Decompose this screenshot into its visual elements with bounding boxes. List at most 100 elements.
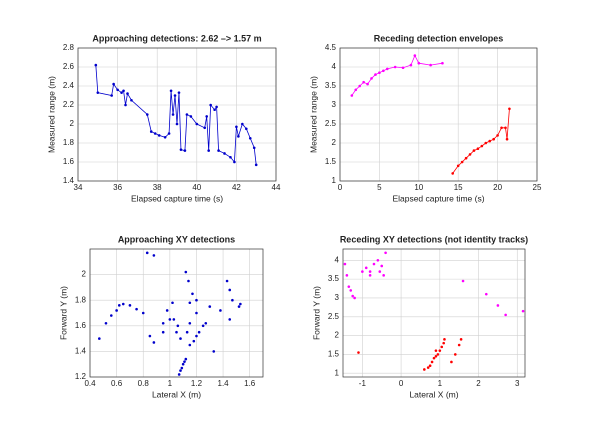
- x-tick-label: 0: [399, 379, 404, 388]
- data-point: [207, 149, 210, 152]
- y-tick-label: 2: [82, 270, 87, 279]
- scatter-point: [504, 313, 507, 317]
- data-point: [116, 88, 119, 92]
- x-tick-label: 0.8: [138, 379, 150, 388]
- scatter-point: [183, 360, 186, 363]
- scatter-point: [141, 311, 145, 315]
- scatter-point: [357, 351, 360, 354]
- scatter-point: [225, 279, 229, 283]
- data-point: [122, 89, 125, 93]
- x-tick-label: -1: [359, 379, 367, 388]
- data-point: [413, 54, 417, 57]
- data-point: [96, 91, 100, 94]
- data-point: [484, 141, 488, 145]
- scatter-point: [430, 360, 434, 364]
- x-tick-label: 2: [476, 379, 481, 388]
- data-point: [374, 73, 377, 76]
- scatter-point: [188, 301, 192, 305]
- y-tick-label: 2.4: [63, 81, 75, 90]
- data-point: [126, 92, 129, 95]
- scatter-point: [176, 324, 180, 328]
- scatter-point: [347, 285, 351, 288]
- y-tick-label: 2.6: [63, 62, 75, 71]
- x-tick-label: 25: [533, 183, 542, 192]
- scatter-point: [239, 302, 242, 306]
- scatter-point: [172, 318, 176, 321]
- data-point: [370, 77, 373, 80]
- y-tick-label: 1: [335, 368, 340, 377]
- plot-area: [78, 48, 276, 181]
- scatter-point: [436, 353, 440, 356]
- scatter-point: [192, 339, 196, 343]
- scatter-point: [521, 309, 525, 313]
- scatter-point: [188, 321, 192, 325]
- data-point: [492, 137, 495, 141]
- data-point: [350, 94, 354, 97]
- scatter-point: [438, 349, 442, 352]
- scatter-point: [204, 321, 208, 325]
- x-axis-label: Elapsed capture time (s): [392, 193, 484, 203]
- scatter-point: [453, 353, 457, 356]
- scatter-point: [208, 305, 212, 308]
- data-point: [175, 122, 179, 126]
- subplot: 0.4 0.6 0.8 1 1.2 1.4 1.6 1.2 1.4 1.6 1.8 2 Approach…: [58, 234, 264, 399]
- axes-frame: [89, 248, 264, 378]
- x-tick-label: 42: [232, 183, 241, 192]
- data-point: [110, 94, 113, 97]
- data-point: [460, 160, 464, 164]
- data-point: [508, 107, 511, 111]
- scatter-point: [148, 334, 152, 338]
- data-point: [382, 69, 385, 73]
- scatter-point: [361, 270, 364, 273]
- scatter-point: [372, 262, 376, 266]
- y-tick-label: 1: [332, 176, 337, 185]
- scatter-point: [145, 251, 149, 255]
- scatter-point: [98, 337, 101, 340]
- plot-area: [90, 249, 263, 377]
- x-tick-label: 34: [74, 183, 83, 192]
- scatter-point: [440, 345, 444, 349]
- data-point: [235, 125, 238, 129]
- y-tick-label: 2.2: [63, 100, 75, 109]
- data-point: [213, 108, 216, 112]
- data-point: [153, 132, 157, 135]
- scatter-point: [376, 258, 380, 262]
- x-tick-label: 44: [272, 183, 281, 192]
- scatter-point: [443, 338, 446, 341]
- scatter-point: [197, 330, 201, 334]
- scatter-point: [177, 373, 181, 376]
- data-point: [183, 149, 187, 152]
- data-point: [217, 149, 220, 152]
- scatter-point: [187, 279, 190, 283]
- data-point: [203, 126, 207, 130]
- scatter-point: [115, 309, 118, 312]
- scatter-point: [228, 288, 232, 292]
- data-point: [229, 155, 232, 159]
- data-point: [209, 103, 212, 107]
- scatter-point: [179, 337, 182, 340]
- data-point: [205, 115, 208, 118]
- y-tick-label: 2: [335, 331, 340, 340]
- scatter-point: [201, 324, 205, 328]
- data-point: [223, 152, 226, 155]
- axes-frame: [339, 47, 538, 182]
- scatter-point: [426, 366, 430, 369]
- data-point: [488, 139, 492, 143]
- x-tick-label: 3: [515, 379, 520, 388]
- scatter-point: [496, 304, 500, 307]
- data-point: [409, 63, 413, 67]
- y-tick-label: 2: [70, 119, 75, 128]
- scatter-point: [423, 368, 426, 371]
- scatter-point: [450, 360, 453, 364]
- data-point: [195, 122, 199, 126]
- scatter-point: [349, 289, 353, 292]
- scatter-point: [109, 314, 113, 317]
- data-point: [130, 98, 133, 102]
- data-point: [185, 113, 189, 116]
- data-point: [456, 164, 460, 168]
- scatter-point: [195, 298, 198, 302]
- scatter-point: [364, 266, 368, 270]
- scatter-point: [368, 274, 372, 277]
- scatter-point: [195, 334, 198, 338]
- data-point: [505, 137, 509, 141]
